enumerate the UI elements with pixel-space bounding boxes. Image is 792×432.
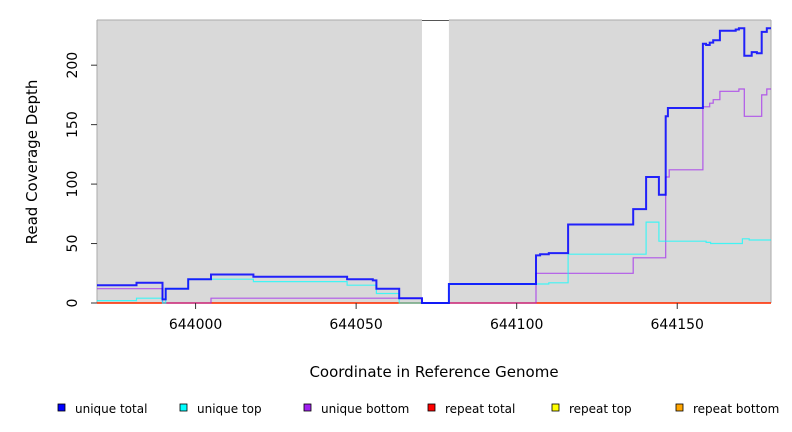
legend-swatch [427,403,436,412]
legend-label: unique bottom [321,402,409,416]
y-axis-label: Read Coverage Depth [23,80,41,245]
y-tick-label: 50 [65,235,81,253]
legend-item-repeat-total: repeat total [427,402,515,416]
legend-label: unique total [75,402,147,416]
legend-swatch [303,403,312,412]
legend-item-unique-total: unique total [57,402,147,416]
y-tick-label: 100 [65,171,81,198]
y-tick-label: 0 [65,299,81,308]
x-tick-label: 644150 [651,317,704,333]
legend-swatch [675,403,684,412]
legend-swatch [57,403,66,412]
x-tick-label: 644050 [329,317,382,333]
series-line-unique-total [97,27,771,304]
legend-label: repeat total [445,402,515,416]
legend-swatch [551,403,560,412]
x-tick-label: 644000 [169,317,222,333]
x-axis-label: Coordinate in Reference Genome [309,363,558,381]
x-tick-label: 644100 [490,317,543,333]
gap-region [421,20,449,303]
legend-label: unique top [197,402,262,416]
legend-label: repeat top [569,402,632,416]
y-tick-label: 150 [65,111,81,138]
legend-item-unique-top: unique top [179,402,262,416]
legend-item-unique-bottom: unique bottom [303,402,409,416]
y-tick-label: 200 [65,52,81,79]
legend-item-repeat-top: repeat top [551,402,632,416]
legend-swatch [179,403,188,412]
legend-label: repeat bottom [693,402,779,416]
legend-item-repeat-bottom: repeat bottom [675,402,779,416]
